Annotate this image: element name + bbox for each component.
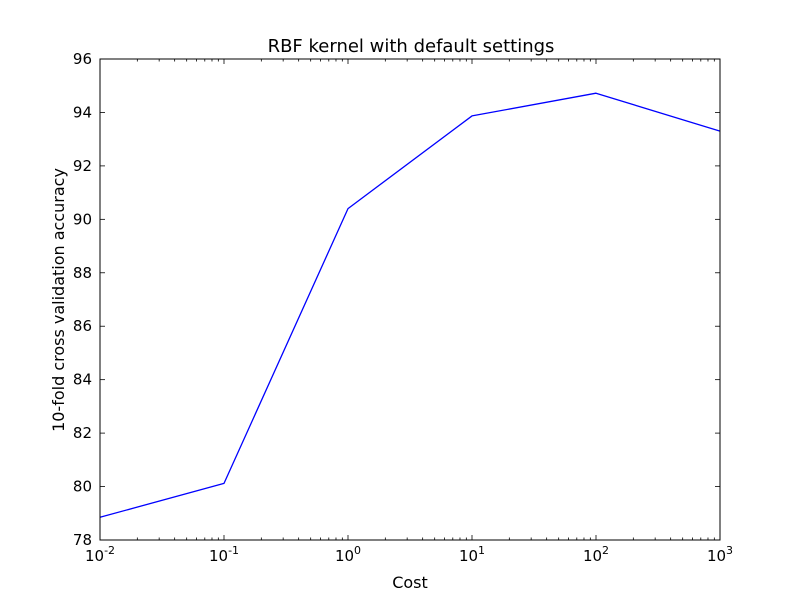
y-tick-label: 78 (73, 531, 92, 549)
y-tick-label: 84 (73, 371, 92, 389)
x-tick-label: 101 (459, 544, 485, 565)
y-tick-label: 92 (73, 157, 92, 175)
chart-title: RBF kernel with default settings (268, 36, 555, 57)
y-axis-label: 10-fold cross validation accuracy (49, 168, 68, 432)
x-tick-label: 10-2 (85, 544, 115, 565)
y-tick-label: 82 (73, 424, 92, 442)
y-tick-label: 90 (73, 210, 92, 228)
x-tick-label: 103 (707, 544, 733, 565)
plot-area: 10-2 10-1 100 101 102 103 78 80 82 84 86 88 90 92 94 96 (73, 50, 733, 565)
y-tick-label: 80 (73, 478, 92, 496)
y-tick-label: 94 (73, 103, 92, 121)
x-tick-label: 100 (335, 544, 361, 565)
x-tick-label: 10-1 (209, 544, 239, 565)
plot-frame (99, 58, 721, 541)
y-tick-label: 86 (73, 317, 92, 335)
y-tick-label: 88 (73, 264, 92, 282)
x-tick-label: 102 (583, 544, 609, 565)
x-axis-label: Cost (392, 573, 428, 592)
y-tick-label: 96 (73, 50, 92, 68)
series-line-0 (99, 92, 721, 518)
